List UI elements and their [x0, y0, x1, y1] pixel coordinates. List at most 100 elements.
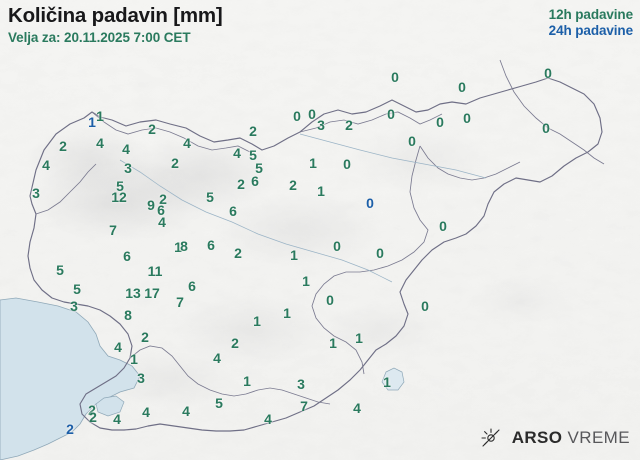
- station-value: 4: [122, 141, 130, 157]
- station-value: 4: [113, 411, 121, 427]
- station-value: 7: [176, 294, 184, 310]
- station-value: 7: [300, 398, 308, 414]
- legend: 12h padavine 24h padavine: [549, 7, 633, 39]
- river-sava: [119, 159, 393, 283]
- station-value: 1: [329, 335, 337, 351]
- arso-logo: ARSO VREME: [479, 426, 630, 450]
- station-value: 1: [96, 108, 104, 124]
- logo-bold-text: ARSO: [511, 428, 563, 447]
- station-value: 1: [253, 313, 261, 329]
- station-value: 2: [66, 421, 74, 437]
- station-value: 3: [70, 298, 78, 314]
- station-value: 8: [124, 307, 132, 323]
- station-value: 4: [142, 404, 150, 420]
- regional-boundary-north: [91, 111, 251, 153]
- river-drava: [299, 133, 487, 179]
- legend-item-24h: 24h padavine: [548, 22, 633, 38]
- legend-item-12h: 12h padavine: [548, 7, 633, 22]
- station-value: 5: [116, 178, 124, 194]
- station-value: 5: [215, 395, 223, 411]
- station-value: 0: [376, 245, 384, 261]
- station-value: 5: [56, 262, 64, 278]
- station-value: 2: [249, 123, 257, 139]
- station-value: 1: [174, 239, 182, 255]
- station-value: 0: [387, 106, 395, 122]
- station-value: 4: [233, 145, 241, 161]
- station-value: 0: [463, 110, 471, 126]
- station-value: 0: [439, 218, 447, 234]
- valid-time-label: Velja za: 20.11.2025 7:00 CET: [8, 29, 191, 45]
- station-value: 1: [309, 155, 317, 171]
- station-value: 4: [158, 214, 166, 230]
- station-value: 2: [141, 329, 149, 345]
- station-value: 0: [333, 238, 341, 254]
- station-value: 4: [42, 157, 50, 173]
- station-value: 1: [88, 114, 96, 130]
- logo-light-text: VREME: [567, 428, 630, 447]
- station-value: 0: [436, 114, 444, 130]
- station-value: 1: [290, 247, 298, 263]
- station-value: 4: [213, 350, 221, 366]
- station-value: 4: [353, 400, 361, 416]
- station-value: 8: [180, 238, 188, 254]
- station-value: 6: [207, 237, 215, 253]
- station-value: 1: [283, 305, 291, 321]
- station-value: 2: [171, 155, 179, 171]
- station-value: 6: [251, 173, 259, 189]
- station-value: 0: [542, 120, 550, 136]
- regional-boundary-east: [499, 59, 605, 165]
- station-value: 2: [289, 177, 297, 193]
- station-value: 5: [249, 147, 257, 163]
- station-value: 3: [32, 185, 40, 201]
- station-value: 6: [157, 202, 165, 218]
- station-value: 9: [147, 197, 155, 213]
- station-value: 2: [89, 409, 97, 425]
- station-value: 17: [144, 285, 160, 301]
- station-value: 0: [343, 156, 351, 172]
- station-value: 0: [544, 65, 552, 81]
- station-value: 6: [123, 248, 131, 264]
- station-value: 1: [130, 351, 138, 367]
- station-value: 1: [317, 183, 325, 199]
- station-value: 4: [182, 403, 190, 419]
- station-value: 2: [345, 117, 353, 133]
- sea-inlet: [95, 395, 125, 417]
- station-value: 4: [96, 135, 104, 151]
- station-value: 12: [111, 189, 127, 205]
- station-value: 0: [391, 69, 399, 85]
- regional-boundary-ne: [299, 111, 443, 133]
- national-border: [27, 77, 603, 432]
- station-value: 0: [326, 292, 334, 308]
- station-value: 5: [255, 160, 263, 176]
- station-value: 2: [59, 138, 67, 154]
- station-value: 4: [183, 135, 191, 151]
- adriatic-sea: [0, 297, 141, 460]
- station-value: 3: [317, 117, 325, 133]
- regional-boundary-west: [35, 163, 97, 215]
- station-value: 6: [229, 203, 237, 219]
- station-value: 0: [308, 106, 316, 122]
- regional-boundary-central-east: [419, 145, 521, 181]
- station-value: 2: [234, 245, 242, 261]
- sun-cloud-icon: [481, 428, 500, 447]
- page-title: Količina padavin [mm]: [8, 4, 223, 27]
- station-value: 2: [148, 121, 156, 137]
- station-value: 7: [109, 222, 117, 238]
- station-value: 5: [73, 281, 81, 297]
- arso-wordmark: ARSO VREME: [512, 428, 630, 448]
- map-header: Količina padavin [mm] Velja za: 20.11.20…: [8, 4, 223, 45]
- station-value: 3: [297, 376, 305, 392]
- lake-detail: [381, 367, 405, 391]
- regional-boundary-south: [129, 345, 331, 405]
- station-value: 2: [237, 176, 245, 192]
- regional-boundary-se: [311, 145, 429, 375]
- station-value: 4: [114, 339, 122, 355]
- station-value: 3: [124, 160, 132, 176]
- station-value: 0: [421, 298, 429, 314]
- station-value: 6: [188, 278, 196, 294]
- station-value: 1: [355, 330, 363, 346]
- station-value: 0: [458, 79, 466, 95]
- station-value: 11: [147, 263, 163, 279]
